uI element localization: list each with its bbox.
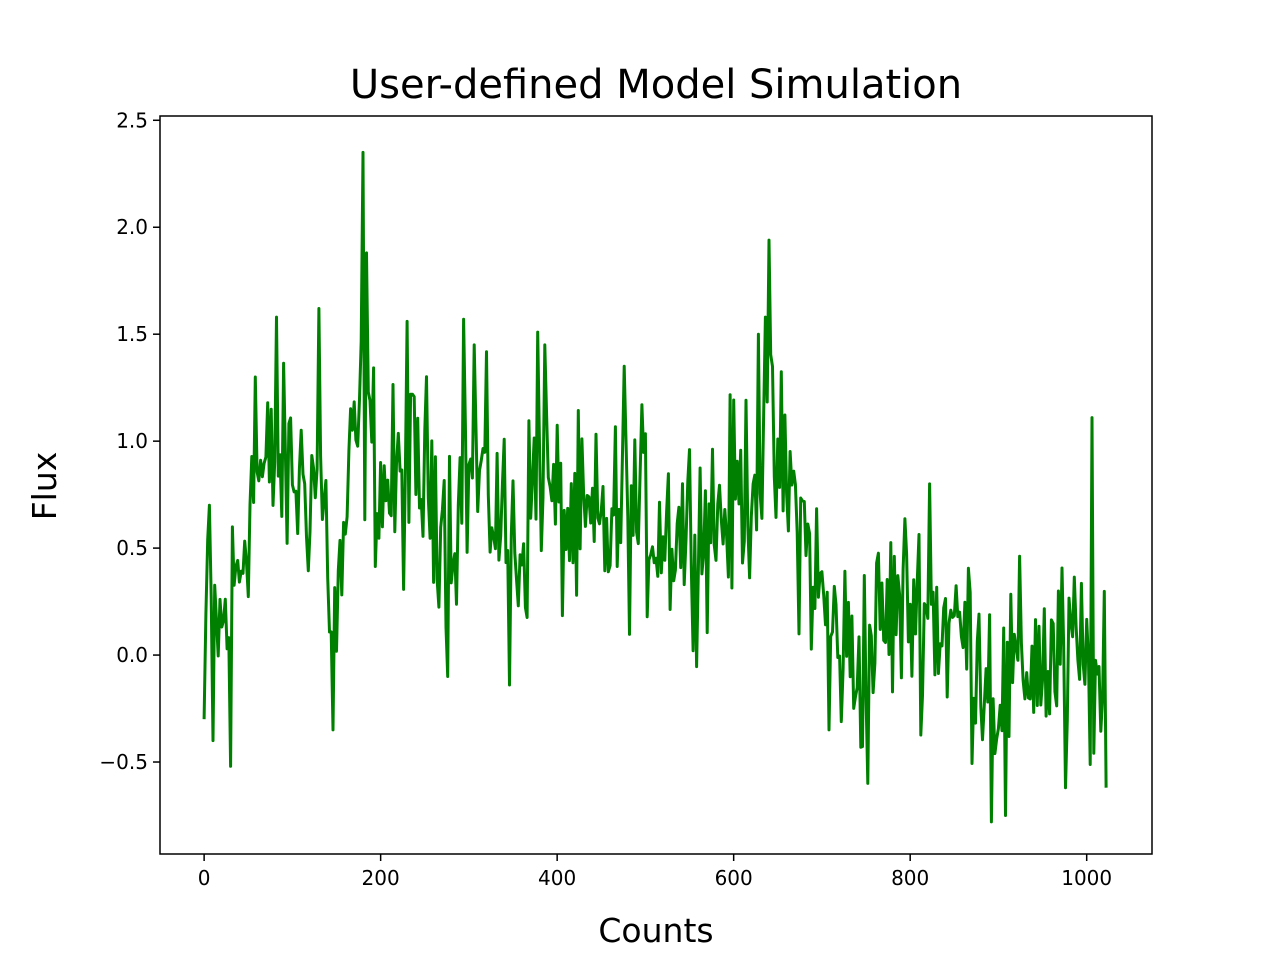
chart-title: User-defined Model Simulation [350,62,962,108]
x-axis: 0 200 400 600 800 1000 [198,854,1112,890]
plot-frame [159,115,1153,855]
y-tick-label: −0.5 [99,750,148,774]
y-tick-label: 0.0 [116,643,148,667]
x-tick-label: 0 [198,866,211,890]
y-tick-label: 1.0 [116,429,148,453]
y-tick-label: 1.5 [116,322,148,346]
y-axis: −0.5 0.0 0.5 1.0 1.5 2.0 2.5 [99,108,160,774]
y-axis-label: Flux [25,452,64,521]
series-layer [202,150,1108,824]
y-tick-label: 2.5 [116,108,148,132]
x-tick-label: 1000 [1061,866,1112,890]
x-tick-label: 600 [715,866,753,890]
x-axis-label: Counts [598,911,713,950]
x-tick-label: 200 [362,866,400,890]
x-tick-label: 400 [538,866,576,890]
y-tick-label: 0.5 [116,536,148,560]
series-line-flux [202,150,1108,824]
x-tick-label: 800 [891,866,929,890]
y-tick-label: 2.0 [116,215,148,239]
